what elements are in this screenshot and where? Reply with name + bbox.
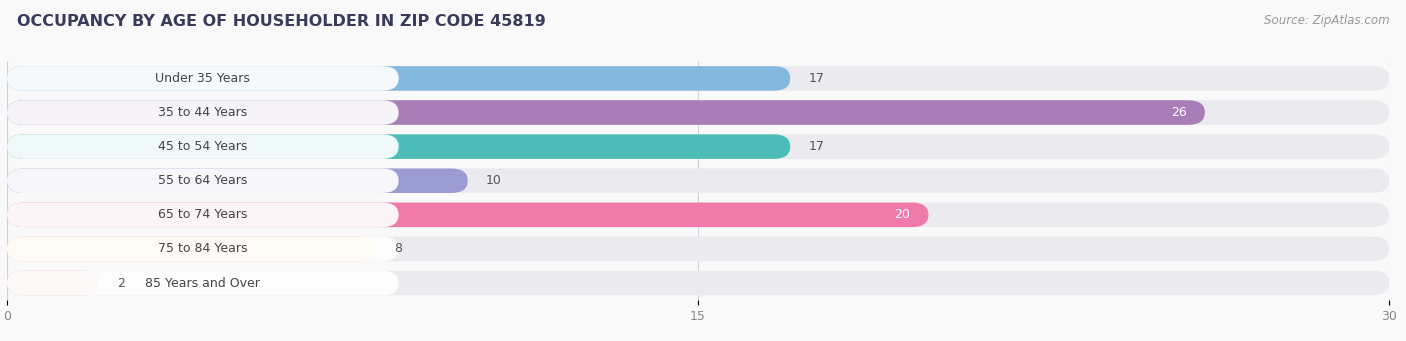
FancyBboxPatch shape	[7, 134, 1389, 159]
FancyBboxPatch shape	[7, 134, 790, 159]
Text: Source: ZipAtlas.com: Source: ZipAtlas.com	[1264, 14, 1389, 27]
FancyBboxPatch shape	[7, 203, 1389, 227]
FancyBboxPatch shape	[7, 271, 1389, 295]
Text: 8: 8	[394, 242, 402, 255]
FancyBboxPatch shape	[7, 168, 468, 193]
FancyBboxPatch shape	[7, 66, 790, 91]
FancyBboxPatch shape	[7, 237, 375, 261]
FancyBboxPatch shape	[7, 100, 399, 125]
Text: 2: 2	[118, 277, 125, 290]
FancyBboxPatch shape	[7, 100, 1205, 125]
FancyBboxPatch shape	[7, 271, 399, 295]
Text: 65 to 74 Years: 65 to 74 Years	[157, 208, 247, 221]
FancyBboxPatch shape	[7, 66, 1389, 91]
FancyBboxPatch shape	[7, 237, 1389, 261]
Text: 17: 17	[808, 140, 824, 153]
Text: 75 to 84 Years: 75 to 84 Years	[157, 242, 247, 255]
FancyBboxPatch shape	[7, 168, 1389, 193]
FancyBboxPatch shape	[7, 271, 100, 295]
FancyBboxPatch shape	[7, 134, 399, 159]
Text: 17: 17	[808, 72, 824, 85]
Text: 85 Years and Over: 85 Years and Over	[145, 277, 260, 290]
FancyBboxPatch shape	[7, 237, 399, 261]
FancyBboxPatch shape	[7, 100, 1389, 125]
Text: 55 to 64 Years: 55 to 64 Years	[157, 174, 247, 187]
Text: 20: 20	[894, 208, 910, 221]
Text: Under 35 Years: Under 35 Years	[156, 72, 250, 85]
FancyBboxPatch shape	[7, 66, 399, 91]
FancyBboxPatch shape	[7, 203, 928, 227]
FancyBboxPatch shape	[7, 168, 399, 193]
Text: 10: 10	[486, 174, 502, 187]
Text: 26: 26	[1171, 106, 1187, 119]
Text: 45 to 54 Years: 45 to 54 Years	[157, 140, 247, 153]
Text: OCCUPANCY BY AGE OF HOUSEHOLDER IN ZIP CODE 45819: OCCUPANCY BY AGE OF HOUSEHOLDER IN ZIP C…	[17, 14, 546, 29]
FancyBboxPatch shape	[7, 203, 399, 227]
Text: 35 to 44 Years: 35 to 44 Years	[159, 106, 247, 119]
